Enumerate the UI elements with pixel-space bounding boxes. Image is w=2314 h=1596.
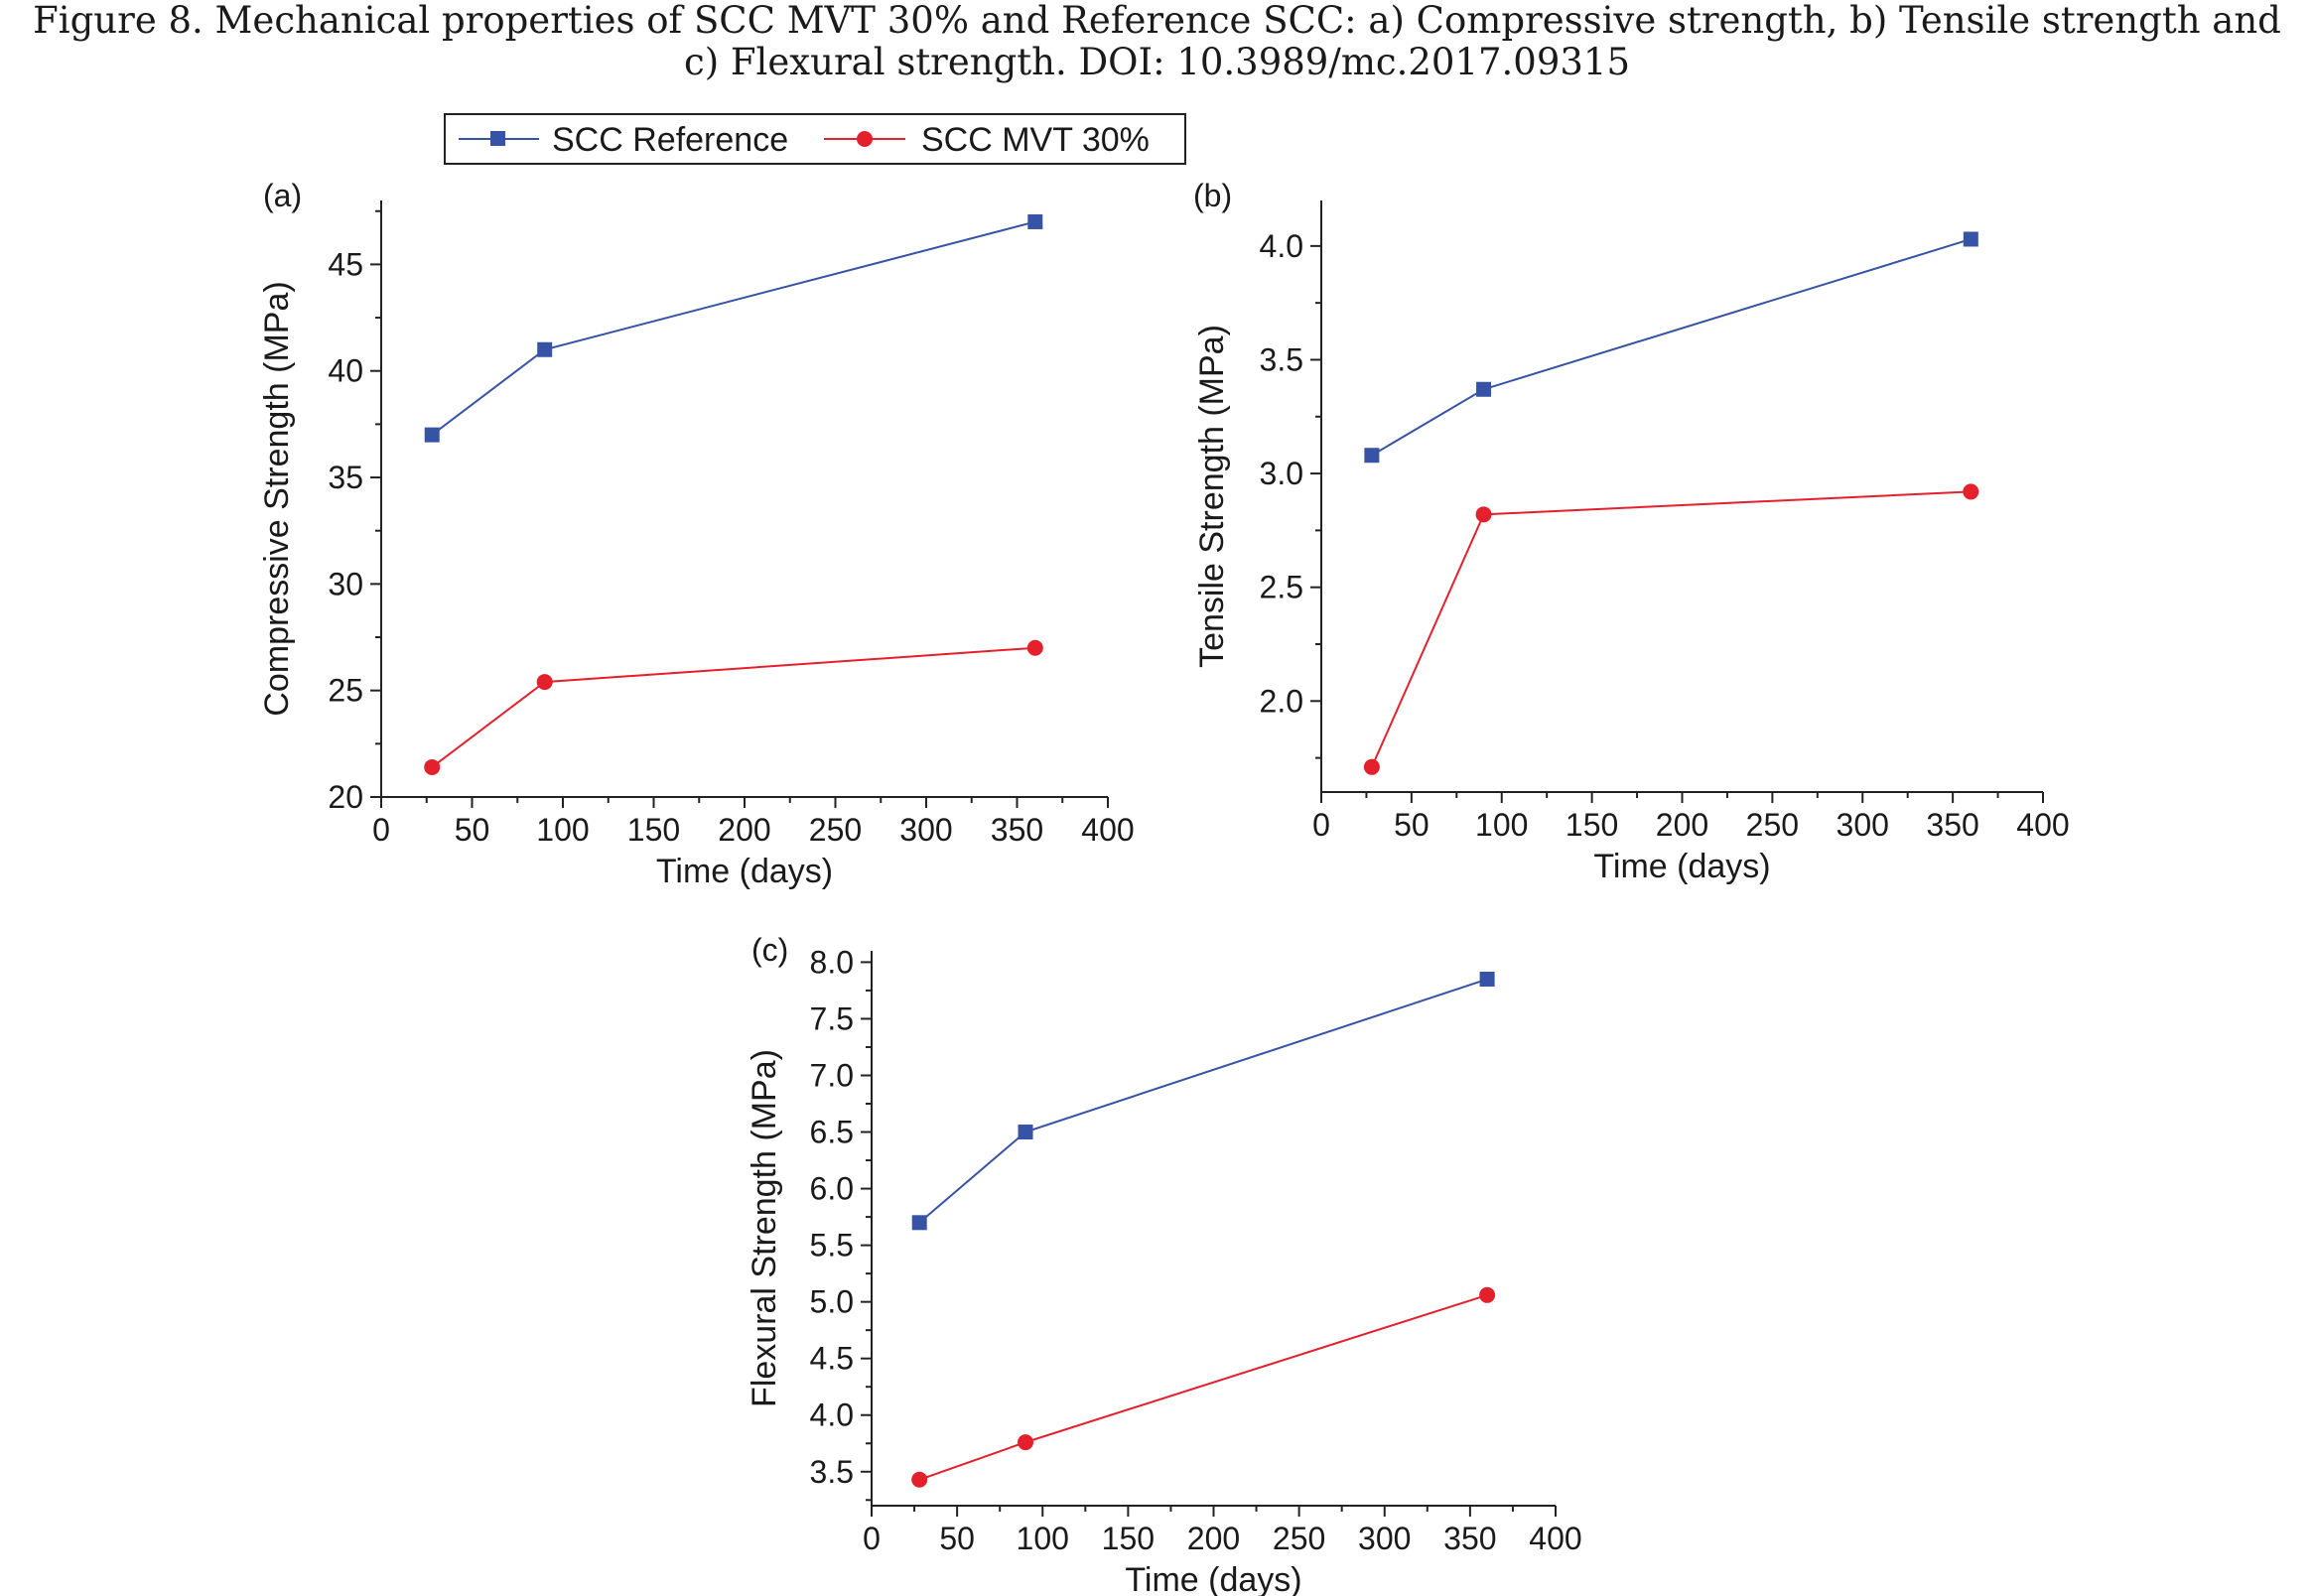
x-tick-label: 200 (718, 812, 770, 848)
data-point-reference (1479, 972, 1495, 988)
panel-b: 0 50 100 150 200 250 300 350 400 2.0 2.5 3.0 3.5 4.0 T… (1193, 178, 2070, 885)
x-tick-label: 0 (372, 812, 390, 848)
y-tick-label: 3.5 (1260, 341, 1303, 377)
series-line-reference (431, 220, 1036, 436)
x-tick-label: 400 (1081, 812, 1134, 848)
x-tick-label: 400 (1529, 1521, 1581, 1556)
y-tick-label: 40 (328, 353, 363, 389)
x-tick-label: 300 (1358, 1521, 1411, 1556)
panel-label: (b) (1193, 178, 1232, 213)
x-tick-label: 0 (1312, 807, 1330, 843)
x-tick-label: 400 (2016, 807, 2069, 843)
data-point-reference (911, 1215, 927, 1231)
caption-line-2: c) Flexural strength. DOI: 10.3989/mc.20… (683, 41, 1631, 83)
x-tick-label: 150 (1102, 1521, 1155, 1556)
series-line-mvt (431, 646, 1035, 768)
x-tick-label: 0 (863, 1521, 881, 1556)
y-tick-label: 20 (328, 779, 363, 815)
y-tick-label: 7.0 (810, 1057, 854, 1093)
panel-c: 0 50 100 150 200 250 300 350 400 3.5 4.0 4.5 5.0 5.5 6… (746, 932, 1582, 1596)
caption-line-1: Figure 8. Mechanical properties of SCC M… (33, 0, 2281, 42)
x-axis-label: Time (days) (1593, 848, 1770, 885)
y-tick-label: 6.0 (810, 1171, 854, 1207)
data-point-reference (1027, 213, 1043, 229)
x-tick-label: 150 (627, 812, 680, 848)
x-tick-label: 50 (1394, 807, 1429, 843)
y-axis-label: Compressive Strength (MPa) (258, 281, 296, 716)
x-tick-label: 300 (1837, 807, 1889, 843)
data-point-mvt (1475, 506, 1492, 523)
x-axis-label: Time (days) (1125, 1561, 1301, 1596)
data-point-reference (537, 341, 553, 357)
series-line-reference (918, 978, 1488, 1224)
data-point-reference (1476, 381, 1492, 397)
x-tick-label: 350 (991, 812, 1043, 848)
x-tick-label: 150 (1565, 807, 1618, 843)
x-tick-label: 350 (1926, 807, 1978, 843)
y-tick-label: 4.0 (810, 1397, 854, 1433)
data-point-reference (424, 427, 440, 443)
x-tick-label: 100 (1475, 807, 1528, 843)
legend-marker-reference (490, 131, 505, 146)
series-line-reference (1371, 238, 1972, 457)
series-line-mvt (1370, 490, 1972, 768)
y-tick-label: 3.0 (1260, 456, 1303, 491)
y-tick-label: 45 (328, 246, 363, 282)
data-point-mvt (911, 1471, 928, 1488)
y-tick-label: 8.0 (810, 944, 854, 980)
y-tick-label: 30 (328, 566, 363, 601)
y-axis-label: Tensile Strength (MPa) (1193, 325, 1231, 668)
data-point-reference (1963, 231, 1978, 247)
panel-label: (c) (751, 932, 788, 968)
y-axis-label: Flexural Strength (MPa) (746, 1049, 783, 1407)
y-tick-label: 35 (328, 460, 363, 495)
x-tick-label: 50 (455, 812, 490, 848)
x-tick-label: 100 (1017, 1521, 1069, 1556)
y-tick-label: 5.5 (810, 1228, 854, 1264)
x-tick-label: 300 (899, 812, 952, 848)
x-tick-label: 200 (1187, 1521, 1240, 1556)
x-axis-label: Time (days) (656, 853, 833, 890)
data-point-mvt (1363, 758, 1380, 775)
legend-label-mvt: SCC MVT 30% (921, 121, 1150, 159)
data-point-mvt (536, 674, 553, 691)
panel-a: 0 50 100 150 200 250 300 350 400 20 25 30 35 40 45 Time… (258, 178, 1135, 890)
x-tick-label: 50 (939, 1521, 975, 1556)
data-point-mvt (1963, 483, 1979, 500)
figure-caption: Figure 8. Mechanical properties of SCC M… (0, 0, 2314, 83)
legend: SCC Reference SCC MVT 30% (444, 113, 1186, 165)
y-tick-label: 4.5 (810, 1341, 854, 1377)
series-line-mvt (918, 1293, 1488, 1481)
x-tick-label: 200 (1656, 807, 1708, 843)
y-tick-label: 25 (328, 673, 363, 709)
data-point-mvt (1479, 1286, 1496, 1303)
legend-label-reference: SCC Reference (552, 121, 788, 159)
y-tick-label: 2.5 (1260, 570, 1303, 605)
data-point-reference (1018, 1125, 1033, 1140)
y-tick-label: 4.0 (1260, 228, 1303, 264)
y-tick-label: 7.5 (810, 1000, 854, 1036)
x-tick-label: 250 (1273, 1521, 1325, 1556)
x-tick-label: 350 (1443, 1521, 1496, 1556)
y-tick-label: 3.5 (810, 1454, 854, 1490)
legend-box (444, 113, 1186, 165)
y-tick-label: 6.5 (810, 1115, 854, 1150)
data-point-reference (1364, 448, 1380, 464)
data-point-mvt (1026, 639, 1043, 656)
x-tick-label: 250 (1746, 807, 1799, 843)
data-point-mvt (424, 758, 441, 775)
x-tick-label: 100 (536, 812, 589, 848)
legend-marker-mvt (857, 131, 873, 147)
y-tick-label: 2.0 (1260, 683, 1303, 719)
panel-label: (a) (263, 178, 302, 213)
x-tick-label: 250 (809, 812, 862, 848)
y-tick-label: 5.0 (810, 1284, 854, 1320)
data-point-mvt (1018, 1434, 1034, 1451)
